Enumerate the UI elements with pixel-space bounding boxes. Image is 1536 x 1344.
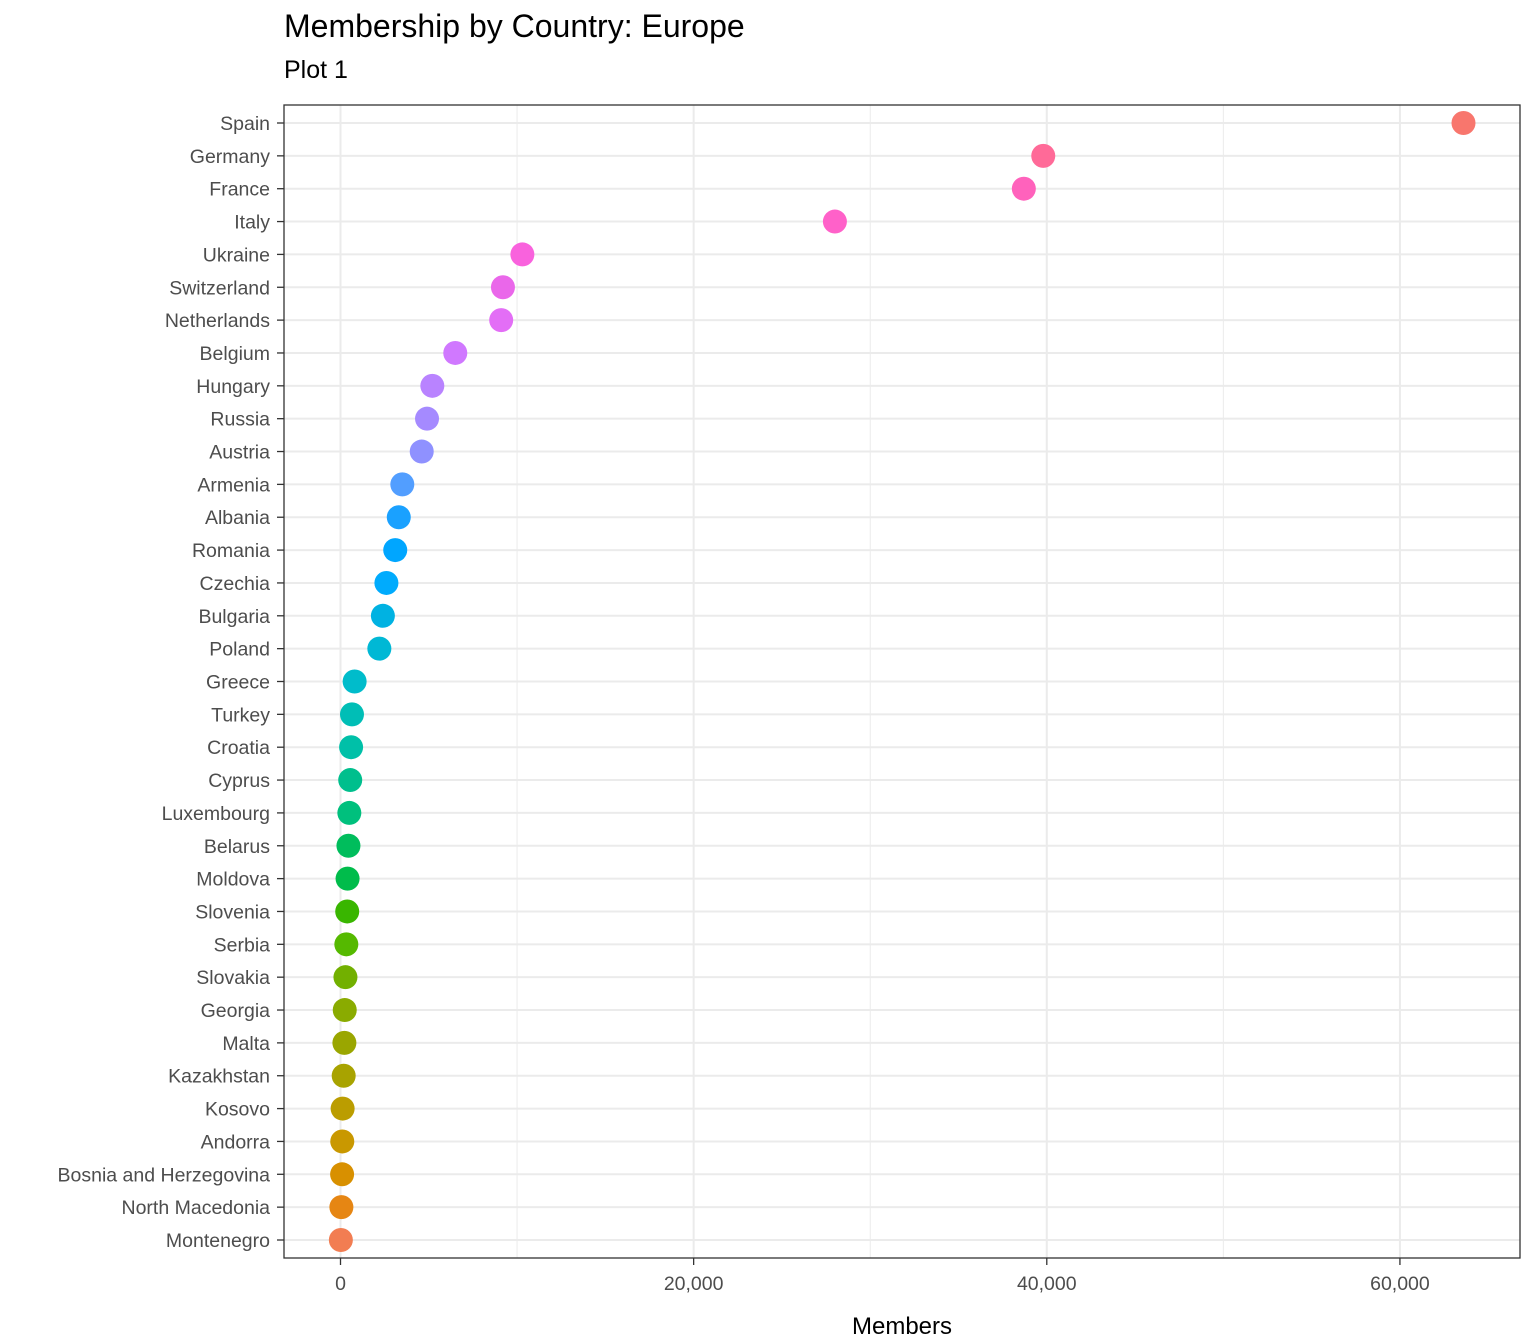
data-point — [335, 866, 360, 891]
data-points — [328, 111, 1476, 1252]
data-point — [332, 1030, 357, 1055]
major-gridlines — [284, 105, 1520, 1258]
y-tick-label: Turkey — [211, 704, 270, 726]
data-point — [386, 505, 411, 530]
data-point — [337, 800, 362, 825]
data-point — [443, 340, 468, 365]
y-tick-label: Poland — [209, 639, 270, 661]
data-point — [367, 636, 392, 661]
y-tick-label: Belarus — [204, 836, 270, 858]
y-tick-label: Kosovo — [205, 1099, 270, 1121]
data-point — [332, 998, 357, 1023]
y-tick-label: Spain — [220, 113, 270, 135]
x-tick-label: 60,000 — [1370, 1273, 1430, 1295]
y-tick-label: Slovakia — [196, 967, 270, 989]
data-point — [339, 735, 364, 760]
data-point — [390, 472, 415, 497]
x-axis: 0 20,000 40,000 60,000 — [335, 1258, 1430, 1295]
x-tick-label: 0 — [335, 1273, 346, 1295]
data-point — [489, 308, 514, 333]
y-tick-label: Armenia — [197, 474, 270, 496]
y-tick-label: Croatia — [207, 737, 270, 759]
data-point — [383, 538, 408, 563]
data-point — [330, 1162, 355, 1187]
data-point — [336, 833, 361, 858]
y-tick-label: Germany — [190, 146, 270, 168]
data-point — [1011, 176, 1036, 201]
y-tick-label: Montenegro — [166, 1230, 270, 1252]
x-axis-label: Members — [852, 1313, 952, 1340]
data-point — [330, 1129, 355, 1154]
y-tick-label: Belgium — [200, 343, 270, 365]
y-tick-label: Russia — [210, 409, 270, 431]
data-point — [822, 209, 847, 234]
data-point — [370, 603, 395, 628]
y-tick-label: Italy — [234, 212, 270, 234]
x-tick-label: 40,000 — [1017, 1273, 1077, 1295]
data-point — [335, 899, 360, 924]
y-tick-label: Ukraine — [203, 244, 270, 266]
data-point — [374, 570, 399, 595]
data-point — [1451, 111, 1476, 135]
y-tick-label: Bulgaria — [198, 606, 270, 628]
data-point — [329, 1195, 354, 1220]
data-point — [330, 1096, 355, 1121]
y-tick-label: Czechia — [200, 573, 271, 595]
y-tick-label: France — [209, 179, 270, 201]
y-tick-label: North Macedonia — [122, 1197, 271, 1219]
data-point — [328, 1228, 353, 1252]
y-tick-label: Andorra — [201, 1131, 271, 1153]
data-point — [338, 768, 363, 793]
data-point — [342, 669, 367, 694]
data-point — [334, 932, 359, 957]
chart-subtitle: Plot 1 — [284, 56, 348, 84]
y-tick-label: Romania — [192, 540, 270, 562]
y-tick-label: Kazakhstan — [168, 1066, 270, 1088]
y-axis: Spain Germany France Italy Ukraine Switzerlan… — [58, 113, 284, 1252]
y-tick-label: Serbia — [214, 934, 271, 956]
y-tick-label: Bosnia and Herzegovina — [58, 1164, 271, 1186]
data-point — [331, 1063, 356, 1088]
y-tick-label: Georgia — [201, 1000, 271, 1022]
y-tick-label: Albania — [205, 507, 270, 529]
chart-title: Membership by Country: Europe — [284, 8, 745, 44]
data-point — [490, 275, 515, 300]
data-point — [415, 406, 440, 431]
y-tick-label: Switzerland — [169, 277, 270, 299]
data-point — [420, 373, 445, 398]
y-tick-label: Austria — [209, 442, 270, 464]
x-tick-label: 20,000 — [664, 1273, 724, 1295]
y-tick-label: Malta — [222, 1033, 270, 1055]
data-point — [1031, 143, 1056, 168]
y-tick-label: Hungary — [196, 376, 270, 398]
y-tick-label: Slovenia — [195, 901, 270, 923]
y-tick-label: Greece — [206, 672, 270, 694]
y-tick-label: Netherlands — [165, 310, 270, 332]
y-tick-label: Luxembourg — [162, 803, 270, 825]
data-point — [339, 702, 364, 727]
data-point — [510, 242, 535, 267]
y-tick-label: Cyprus — [208, 770, 270, 792]
data-point — [409, 439, 434, 464]
data-point — [333, 965, 358, 990]
y-tick-label: Moldova — [196, 869, 270, 891]
